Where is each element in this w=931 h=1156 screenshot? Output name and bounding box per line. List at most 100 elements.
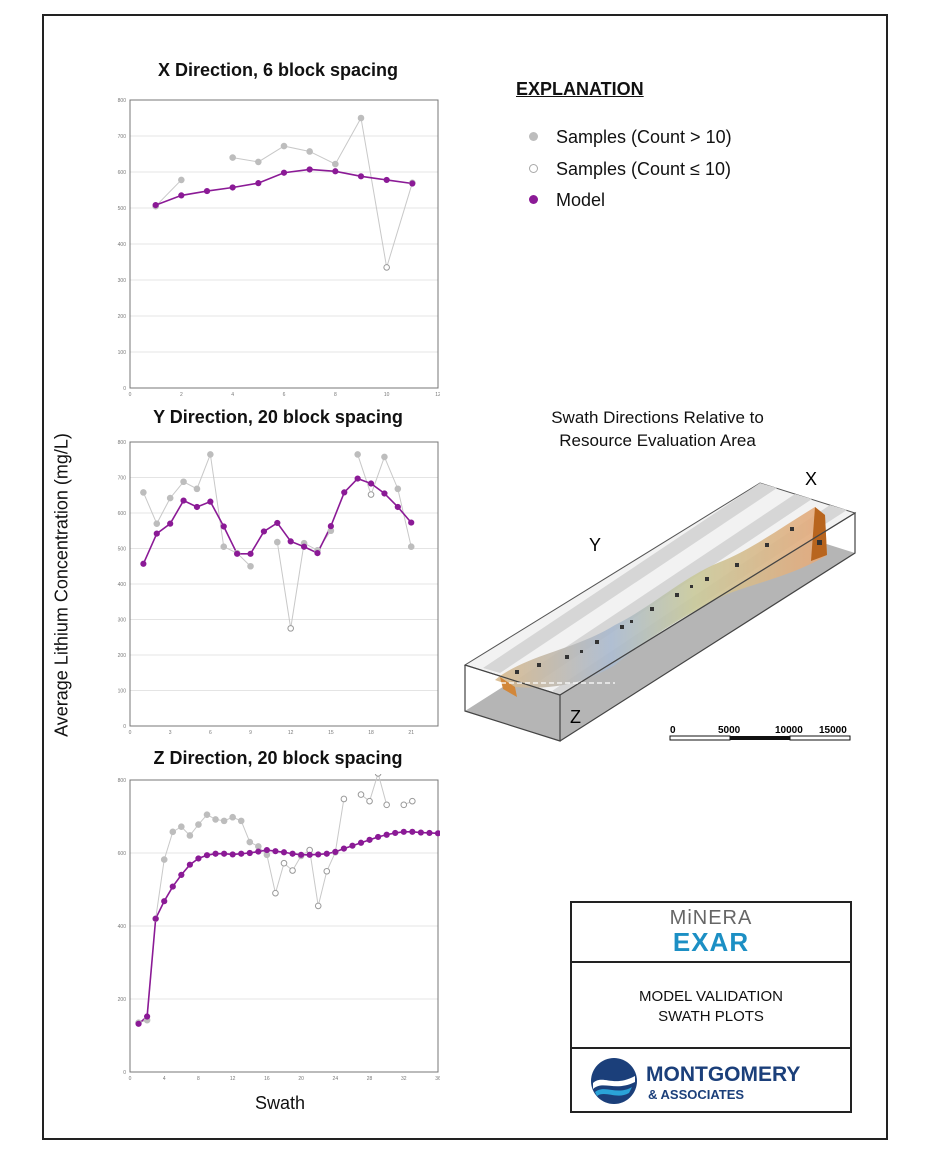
y-tick-label: 200	[118, 997, 127, 1003]
axis-label-z: Z	[570, 707, 581, 727]
sample-point	[160, 856, 168, 863]
model-point	[394, 503, 401, 511]
model-point	[229, 184, 236, 191]
chart-z-direction: 0 200 400 600 800 0 4 8 12 16 20 24 28 32 36	[118, 774, 440, 1082]
y-tick-label: 0	[123, 1070, 126, 1076]
y-tick-label: 600	[118, 170, 127, 176]
y-tick-label: 700	[118, 134, 127, 140]
swath-title-line1: Swath Directions Relative to	[551, 408, 764, 427]
caption-line1: MODEL VALIDATION	[639, 988, 783, 1005]
model-point	[367, 480, 375, 487]
model-point	[238, 850, 245, 857]
resource-block-diagram: X Y Z	[463, 469, 857, 742]
x-tick-label: 20	[298, 1076, 304, 1082]
y-tick-label: 700	[118, 476, 127, 482]
x-tick-label: 0	[129, 392, 132, 398]
sample-point	[354, 451, 361, 458]
filled-gray-dot-icon	[529, 131, 538, 141]
logo-text-top: MiNERA	[669, 907, 753, 929]
ore-body-front	[500, 677, 517, 697]
x-tick-label: 15	[328, 730, 334, 736]
sample-point	[332, 160, 339, 168]
y-tick-label: 100	[118, 689, 127, 695]
title-block-caption: MODEL VALIDATION SWATH PLOTS	[572, 963, 850, 1049]
minera-exar-logo: MiNERA EXAR	[572, 903, 850, 963]
y-tick-label: 400	[118, 242, 127, 248]
y-tick-label: 400	[118, 582, 127, 588]
axis-label-x: X	[805, 469, 817, 489]
model-point	[327, 523, 334, 530]
model-point	[341, 489, 348, 496]
y-tick-label: 600	[118, 851, 127, 857]
y-tick-label: 800	[118, 98, 127, 104]
sample-point-hollow	[272, 889, 279, 897]
plot-area	[129, 779, 439, 1073]
sample-point	[274, 538, 281, 546]
sample-point	[229, 154, 236, 161]
ore-body-side	[811, 507, 827, 561]
scale-tick-15000: 15000	[819, 725, 847, 736]
chart-title-y: Y Direction, 20 block spacing	[153, 407, 403, 427]
sample-series-line	[155, 179, 182, 207]
model-point	[332, 168, 339, 175]
x-tick-label: 8	[334, 392, 337, 398]
plot-area	[129, 99, 439, 389]
model-point	[392, 829, 399, 837]
model-series-line	[138, 831, 439, 1025]
model-point	[357, 839, 365, 846]
model-point	[220, 523, 227, 530]
model-point	[161, 898, 168, 905]
model-point	[354, 475, 361, 482]
y-tick-label: 300	[118, 278, 127, 284]
x-tick-label: 8	[197, 1076, 200, 1082]
y-tick-label: 500	[118, 206, 127, 212]
model-point	[287, 538, 294, 545]
legend-item-samples-few: Samples (Count ≤ 10)	[529, 159, 731, 180]
legend-item-samples-many: Samples (Count > 10)	[529, 127, 732, 148]
model-point	[255, 180, 262, 187]
legend-label: Samples (Count > 10)	[556, 127, 732, 147]
sample-point	[247, 562, 254, 570]
model-point	[306, 851, 313, 858]
sample-point	[357, 114, 365, 122]
model-point	[381, 490, 388, 497]
y-tick-label: 800	[118, 440, 127, 446]
model-point	[153, 530, 160, 537]
model-point	[152, 915, 159, 922]
x-tick-label: 18	[368, 730, 374, 736]
model-point	[434, 830, 440, 837]
x-tick-label: 12	[230, 1076, 236, 1082]
model-point	[246, 849, 253, 857]
model-point	[193, 503, 201, 511]
sample-point-hollow	[374, 774, 382, 777]
logo-text-bottom: EXAR	[672, 927, 750, 957]
model-point	[180, 497, 187, 504]
sample-point-hollow	[287, 625, 294, 632]
sample-point	[180, 478, 187, 486]
sample-point	[203, 811, 211, 818]
sample-point	[140, 489, 147, 496]
model-point	[221, 850, 228, 857]
model-point	[349, 842, 356, 849]
scale-bar: 0 5000 10000 15000	[669, 725, 851, 741]
sample-point	[166, 494, 174, 502]
model-point	[140, 560, 147, 567]
model-point	[306, 166, 313, 173]
model-point	[409, 828, 416, 835]
x-tick-label: 32	[401, 1076, 407, 1082]
model-point	[332, 848, 339, 856]
legend-label: Model	[556, 190, 606, 210]
sample-point	[178, 823, 185, 831]
sample-point	[255, 158, 262, 166]
chart-title-z: Z Direction, 20 block spacing	[153, 748, 403, 768]
x-tick-label: 4	[163, 1076, 166, 1082]
sample-point	[229, 813, 236, 821]
chart-y-direction: 0 100 200 300 400 500 600 700 800 0 3 6 9 12 15 18 21	[118, 440, 439, 736]
montgomery-logo: MONTGOMERY & ASSOCIATES	[572, 1049, 850, 1111]
y-tick-label: 0	[123, 386, 126, 392]
sample-point	[220, 543, 228, 551]
y-tick-label: 800	[118, 778, 127, 784]
axis-label-y: Y	[589, 535, 601, 555]
sample-point	[255, 843, 262, 850]
model-point	[178, 871, 185, 879]
